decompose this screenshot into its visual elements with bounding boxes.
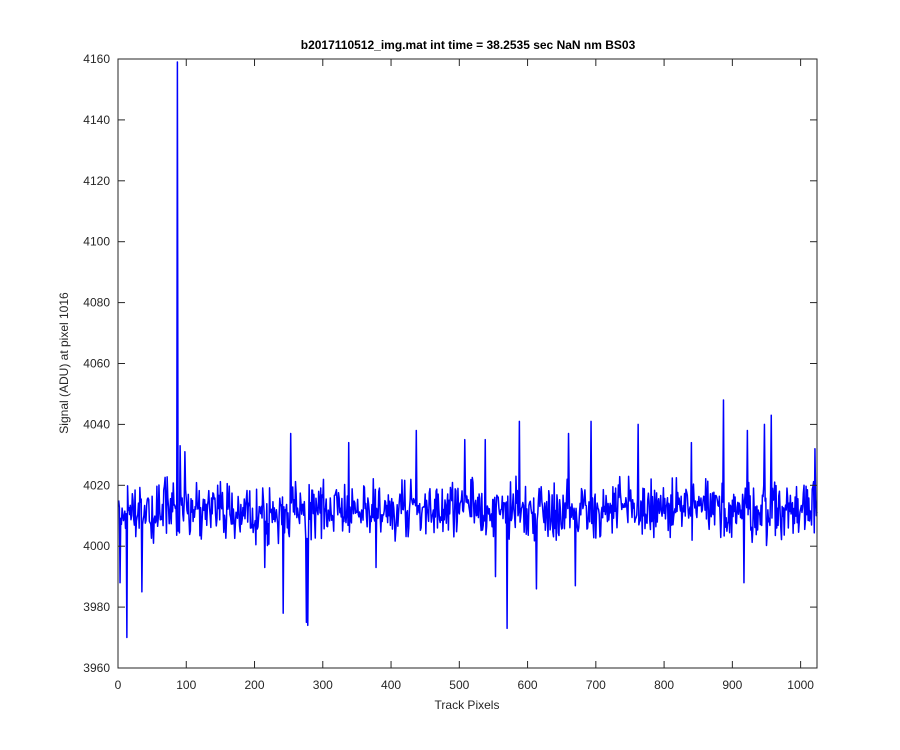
chart-title: b2017110512_img.mat int time = 38.2535 s… — [301, 38, 636, 52]
series-line — [117, 61, 818, 639]
x-tick-label: 400 — [381, 678, 401, 692]
y-tick-label: 4100 — [83, 235, 110, 249]
x-tick-label: 0 — [115, 678, 122, 692]
y-tick-label: 4000 — [83, 539, 110, 553]
x-axis-ticks: 0 100 200 300 400 500 600 700 800 900 1000 — [115, 59, 814, 692]
x-tick-label: 500 — [449, 678, 469, 692]
y-tick-label: 3960 — [83, 661, 110, 675]
x-tick-label: 900 — [722, 678, 742, 692]
y-tick-label: 4080 — [83, 296, 110, 310]
x-tick-label: 600 — [518, 678, 538, 692]
x-axis-label: Track Pixels — [435, 698, 500, 712]
y-tick-label: 4020 — [83, 478, 110, 492]
plot-area — [117, 58, 818, 669]
y-tick-label: 3980 — [83, 600, 110, 614]
y-tick-label: 4040 — [83, 417, 110, 431]
axes-background — [118, 59, 817, 668]
y-axis-ticks: 3960 3980 4000 4020 4040 4060 4080 4100 4120 4140… — [83, 52, 817, 675]
x-tick-label: 1000 — [787, 678, 814, 692]
y-axis-label: Signal (ADU) at pixel 1016 — [57, 292, 71, 434]
x-tick-label: 800 — [654, 678, 674, 692]
y-tick-label: 4120 — [83, 174, 110, 188]
x-tick-label: 700 — [586, 678, 606, 692]
y-tick-label: 4160 — [83, 52, 110, 66]
x-tick-label: 200 — [245, 678, 265, 692]
y-tick-label: 4060 — [83, 357, 110, 371]
x-tick-label: 100 — [176, 678, 196, 692]
x-tick-label: 300 — [313, 678, 333, 692]
y-tick-label: 4140 — [83, 113, 110, 127]
